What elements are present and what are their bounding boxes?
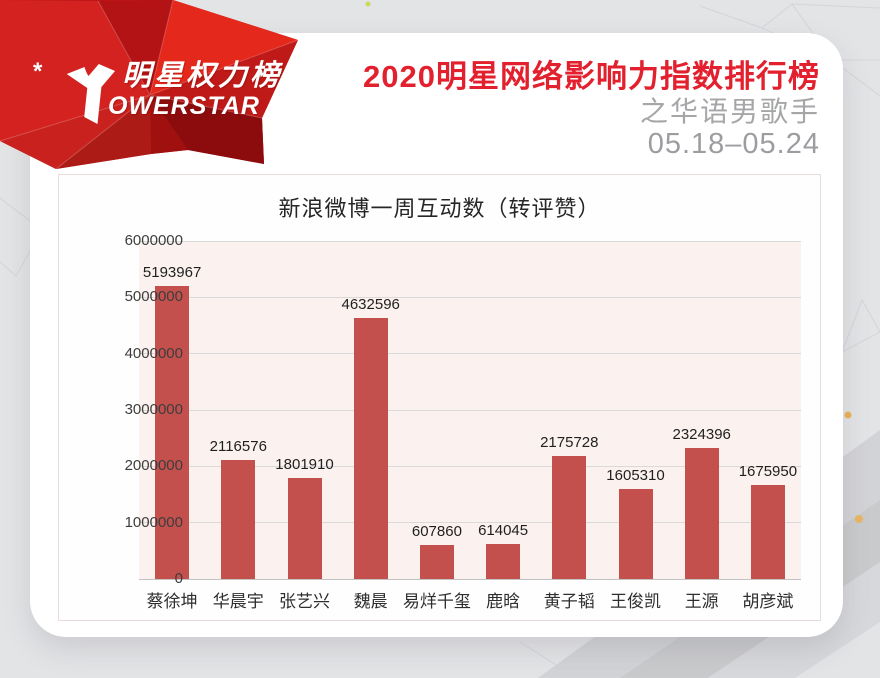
y-tick-label: 6000000 bbox=[124, 232, 183, 249]
bar bbox=[618, 488, 653, 579]
bar bbox=[684, 448, 719, 579]
bar-value-label: 2175728 bbox=[540, 434, 599, 452]
brand-logo: 明星权力榜 OWERSTAR bbox=[62, 60, 282, 128]
gem-logo-background bbox=[0, 0, 299, 170]
bar-value-label: 1675950 bbox=[738, 462, 798, 480]
chart-container: 新浪微博一周互动数（转评赞） 5193967 2116576 1801910 4632… bbox=[58, 174, 821, 621]
bar-value-label: 4632596 bbox=[341, 296, 400, 314]
page-subtitle: 之华语男歌手 bbox=[639, 96, 820, 127]
bar bbox=[552, 456, 587, 579]
y-tick-label: 4000000 bbox=[124, 344, 183, 362]
logo-texts: 明星权力榜 OWERSTAR bbox=[108, 60, 283, 120]
accent-dot bbox=[844, 411, 852, 419]
gridline bbox=[139, 353, 801, 355]
gridline bbox=[139, 578, 801, 580]
x-tick-label: 胡彦斌 bbox=[742, 592, 794, 611]
powerstar-y-icon bbox=[66, 64, 116, 124]
bar-value-label: 2324396 bbox=[672, 426, 731, 444]
bar-value-label: 2116576 bbox=[209, 437, 267, 455]
y-tick-label: 1000000 bbox=[124, 513, 183, 531]
bar-value-label: 607860 bbox=[411, 522, 462, 540]
bar bbox=[221, 459, 256, 579]
bar bbox=[287, 477, 322, 579]
bar-value-label: 614045 bbox=[478, 522, 529, 540]
x-tick-label: 蔡徐坤 bbox=[146, 592, 198, 611]
bar bbox=[750, 484, 785, 579]
star-icon: * bbox=[33, 58, 43, 85]
x-tick-label: 魏晨 bbox=[353, 592, 388, 611]
gridline bbox=[139, 240, 801, 242]
x-tick-label: 华晨宇 bbox=[212, 592, 264, 611]
bar-value-label: 1801910 bbox=[275, 455, 334, 473]
gridline bbox=[139, 409, 801, 411]
plot-area: 5193967 2116576 1801910 4632596 607860 614045… bbox=[139, 240, 801, 580]
logo-en-text: OWERSTAR bbox=[108, 92, 260, 120]
bar bbox=[353, 318, 388, 579]
accent-dot bbox=[855, 515, 863, 523]
x-tick-label: 易烊千玺 bbox=[402, 592, 471, 611]
x-tick-label: 鹿晗 bbox=[486, 592, 521, 611]
bar bbox=[155, 286, 190, 579]
y-tick-label: 5000000 bbox=[124, 288, 183, 306]
bar-value-label: 1605310 bbox=[606, 466, 665, 484]
bar bbox=[419, 544, 454, 579]
page-title: 2020明星网络影响力指数排行榜 bbox=[363, 59, 820, 94]
accent-dot bbox=[365, 1, 371, 7]
y-tick-label: 0 bbox=[174, 570, 183, 587]
x-tick-label: 黄子韬 bbox=[543, 592, 595, 611]
gridline bbox=[139, 465, 801, 467]
bar bbox=[486, 544, 521, 579]
gridline bbox=[139, 296, 801, 298]
chart-title: 新浪微博一周互动数（转评赞） bbox=[278, 196, 601, 221]
logo-cn-text: 明星权力榜 bbox=[122, 60, 283, 92]
header: 2020明星网络影响力指数排行榜 之华语男歌手 05.18–05.24 bbox=[363, 59, 820, 160]
x-tick-label: 王俊凯 bbox=[610, 592, 661, 611]
x-tick-label: 张艺兴 bbox=[279, 592, 330, 611]
x-tick-label: 王源 bbox=[684, 592, 719, 611]
gridline bbox=[139, 522, 801, 524]
y-tick-label: 3000000 bbox=[124, 401, 183, 418]
y-tick-label: 2000000 bbox=[124, 457, 183, 475]
bar-value-label: 5193967 bbox=[142, 264, 202, 282]
date-range: 05.18–05.24 bbox=[647, 128, 820, 160]
